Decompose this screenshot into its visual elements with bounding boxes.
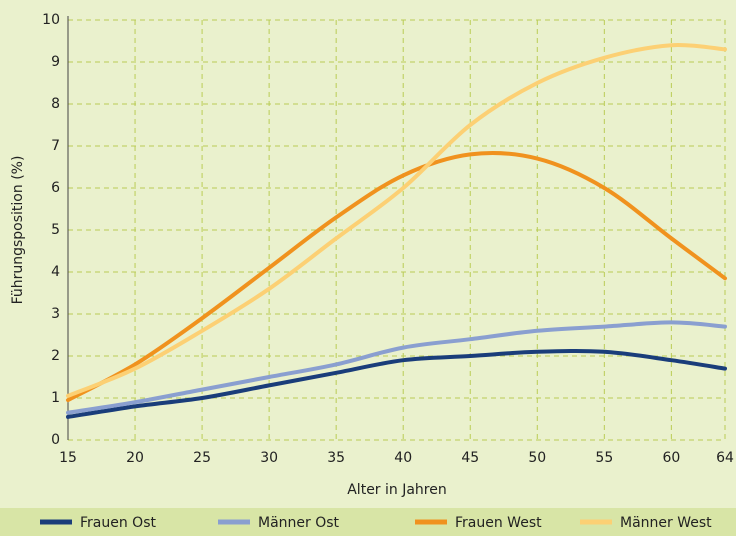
- line: [66, 42, 727, 398]
- legend-band: [0, 508, 736, 536]
- y-tick-label: 9: [51, 54, 60, 70]
- x-tick-label: 60: [662, 450, 680, 466]
- y-axis-label: Führungsposition (%): [10, 156, 26, 305]
- line: [66, 320, 727, 415]
- y-tick-label: 2: [51, 348, 60, 364]
- legend-label: Männer Ost: [258, 515, 340, 531]
- x-tick-label: 30: [260, 450, 278, 466]
- y-tick-label: 4: [51, 264, 60, 280]
- y-tick-label: 3: [51, 306, 60, 322]
- y-tick-label: 1: [51, 390, 60, 406]
- x-tick-label: 20: [126, 450, 144, 466]
- legend-label: Frauen Ost: [80, 515, 156, 531]
- y-tick-label: 6: [51, 180, 60, 196]
- line: [66, 151, 727, 403]
- y-tick-label: 8: [51, 96, 60, 112]
- y-tick-label: 7: [51, 138, 60, 154]
- line: [66, 348, 727, 419]
- y-tick-label: 10: [42, 12, 60, 28]
- legend-label: Frauen West: [455, 515, 542, 531]
- x-tick-label: 45: [461, 450, 479, 466]
- y-tick-label: 5: [51, 222, 60, 238]
- x-tick-label: 64: [716, 450, 734, 466]
- x-tick-label: 25: [193, 450, 211, 466]
- x-tick-label: 15: [59, 450, 77, 466]
- x-tick-label: 35: [327, 450, 345, 466]
- x-tick-label: 55: [595, 450, 613, 466]
- x-axis-label: Alter in Jahren: [347, 482, 447, 498]
- x-tick-label: 40: [394, 450, 412, 466]
- legend-label: Männer West: [620, 515, 712, 531]
- y-tick-label: 0: [51, 432, 60, 448]
- x-tick-label: 50: [528, 450, 546, 466]
